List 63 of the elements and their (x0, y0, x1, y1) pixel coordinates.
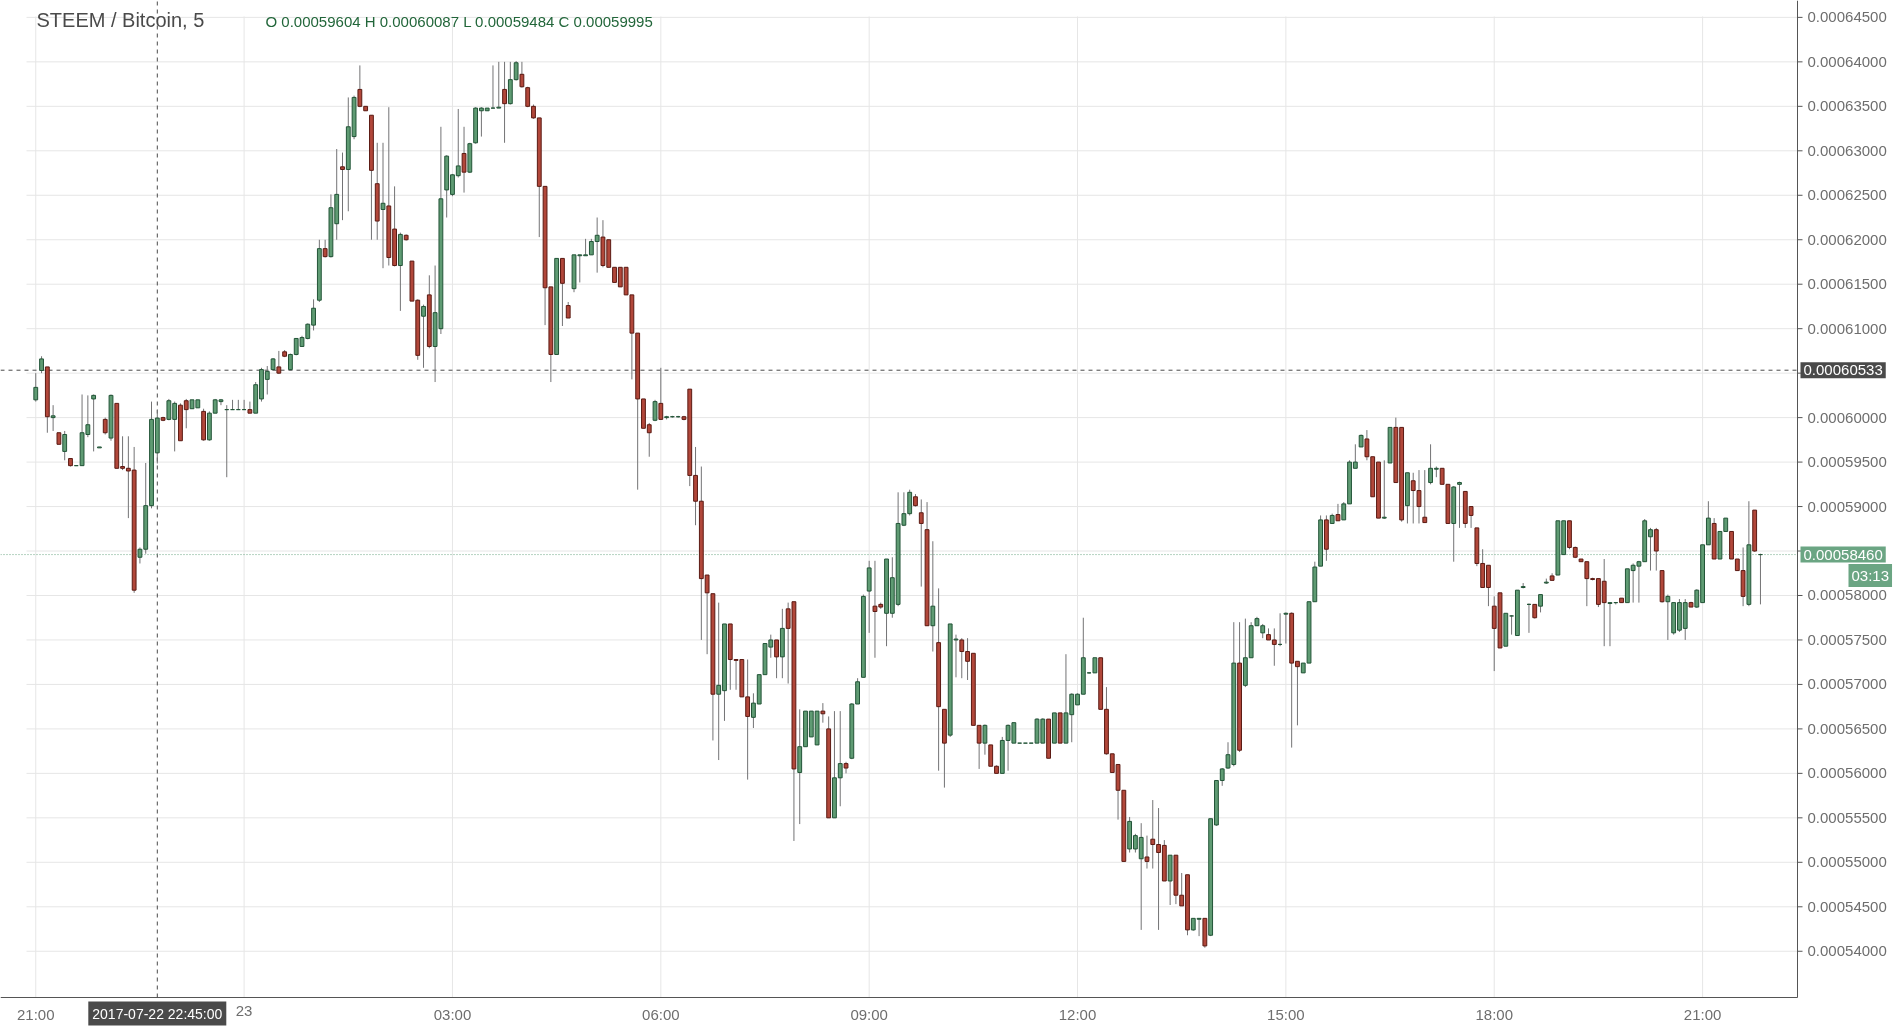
y-tick-label: 0.00057500 (1807, 630, 1887, 648)
x-tick-label: 12:00 (1058, 1005, 1097, 1023)
candlestick (774, 639, 779, 679)
candlestick (1381, 459, 1387, 520)
x-tick-label: 06:00 (642, 1005, 680, 1023)
candlestick (421, 304, 426, 369)
y-tick-label: 0.00054500 (1807, 897, 1887, 915)
y-tick-label: 0.00058000 (1807, 586, 1887, 604)
y-tick-label: 0.00061500 (1807, 275, 1887, 293)
candlestick (1144, 835, 1150, 870)
candlestick (380, 142, 386, 269)
candlestick (930, 540, 936, 653)
x-tick-label: 23 (235, 1001, 253, 1019)
y-tick-label: 0.00062500 (1807, 186, 1887, 204)
y-tick-label: 0.00063000 (1807, 141, 1887, 159)
y-tick-label: 0.00057000 (1807, 675, 1887, 693)
y-tick-label: 0.00055500 (1807, 808, 1887, 826)
x-tick-label: 21:00 (16, 1005, 55, 1023)
candlestick (1283, 611, 1289, 645)
x-tick-label: 21:00 (1683, 1005, 1722, 1023)
y-tick-label: 0.00060000 (1807, 408, 1887, 426)
y-tick-label: 0.00059500 (1807, 453, 1887, 471)
y-tick-label: 0.00063500 (1807, 97, 1887, 115)
candlestick (62, 430, 68, 461)
candlestick (982, 723, 988, 756)
chart-title: STEEM / Bitcoin, 5 (36, 8, 205, 31)
y-tick-label: 0.00059000 (1807, 497, 1887, 515)
candlestick (1457, 481, 1462, 529)
candlestick (1665, 594, 1671, 641)
y-tick-label: 0.00064500 (1807, 8, 1887, 26)
ref-line-label: 0.00060533 (1803, 361, 1883, 379)
candlestick (1422, 469, 1428, 524)
y-tick-label: 0.00056000 (1807, 764, 1887, 782)
candlestick (50, 404, 56, 432)
candlestick (658, 367, 664, 420)
candlestick (1335, 503, 1341, 522)
candlestick (1607, 602, 1613, 647)
candlestick (322, 239, 328, 259)
x-tick-label: 18:00 (1475, 1005, 1514, 1023)
candlestick (502, 61, 507, 144)
candlestick (91, 393, 97, 452)
candlestick (1653, 527, 1659, 572)
y-tick-label: 0.00061000 (1807, 319, 1887, 337)
ref-line-label: 0.00058460 (1803, 545, 1883, 563)
candlestick (918, 498, 924, 588)
candlestick (461, 126, 467, 194)
chart-subtitle: O 0.00059604 H 0.00060087 L 0.00059484 C 0.00059995 (265, 12, 653, 30)
text: 03:13 (1851, 567, 1890, 585)
x-tick-label: 03:00 (433, 1005, 472, 1023)
y-tick-label: 0.00064000 (1807, 52, 1887, 70)
candlestick (340, 152, 345, 221)
candlestick (247, 401, 253, 414)
candlestick (33, 372, 39, 403)
x-tick-label: 15:00 (1267, 1005, 1305, 1023)
y-tick-label: 0.00055000 (1807, 853, 1887, 871)
x-tick-label: 09:00 (850, 1005, 888, 1023)
y-tick-label: 0.00056500 (1807, 719, 1887, 737)
ref-line-label: 2017-07-22 22:45:00 (92, 1005, 223, 1022)
candlestick (820, 702, 826, 724)
candlestick (519, 61, 525, 89)
candlestick (866, 560, 872, 634)
y-tick-label: 0.00062000 (1807, 230, 1887, 248)
y-tick-label: 0.00054000 (1807, 942, 1887, 960)
